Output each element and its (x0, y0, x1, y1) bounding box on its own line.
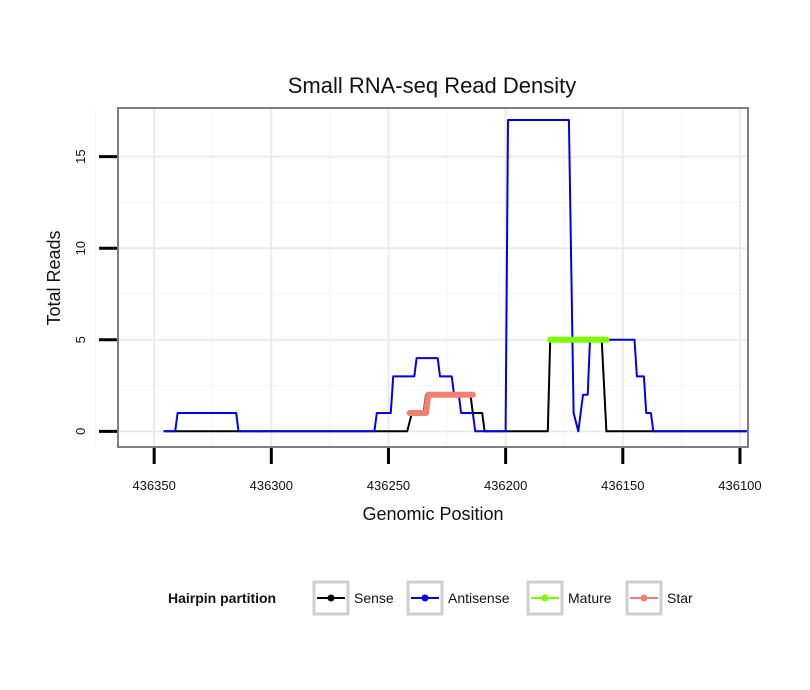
legend-key-point (541, 594, 549, 602)
x-tick-label: 436100 (718, 478, 761, 493)
legend-item-mature: Mature (526, 580, 612, 616)
legend-key-point (327, 594, 335, 602)
x-tick-label: 436300 (250, 478, 293, 493)
legend-label-mature: Mature (568, 590, 612, 606)
legend-title: Hairpin partition (168, 590, 276, 606)
legend-item-star: Star (625, 580, 693, 616)
legend-label-sense: Sense (354, 590, 394, 606)
x-tick-label: 436150 (601, 478, 644, 493)
legend: Hairpin partition Sense Antisense Mature St… (168, 580, 693, 616)
x-tick-label: 436350 (132, 478, 175, 493)
y-tick-label: 5 (73, 336, 88, 343)
y-axis-title: Total Reads (44, 230, 64, 325)
y-tick-label: 0 (73, 428, 88, 435)
legend-label-star: Star (667, 590, 693, 606)
legend-item-antisense: Antisense (406, 580, 510, 616)
x-tick-label: 436200 (484, 478, 527, 493)
legend-key-point (640, 594, 648, 602)
series-line-antisense (163, 119, 747, 433)
chart-title: Small RNA-seq Read Density (288, 73, 577, 98)
x-axis-title: Genomic Position (362, 504, 503, 524)
y-tick-label: 10 (73, 241, 88, 255)
legend-item-sense: Sense (312, 580, 394, 616)
series-line-star (406, 391, 476, 416)
legend-label-antisense: Antisense (448, 590, 510, 606)
y-tick-label: 15 (73, 149, 88, 163)
x-axis: 436350 436300 436250 436200 436150 436100 (132, 448, 762, 493)
series-layer (163, 119, 747, 433)
legend-items: Sense Antisense Mature Star (312, 580, 693, 616)
y-axis: 0 5 10 15 (73, 149, 117, 435)
x-tick-label: 436250 (367, 478, 410, 493)
plot-panel (117, 107, 749, 448)
legend-key-point (421, 594, 429, 602)
